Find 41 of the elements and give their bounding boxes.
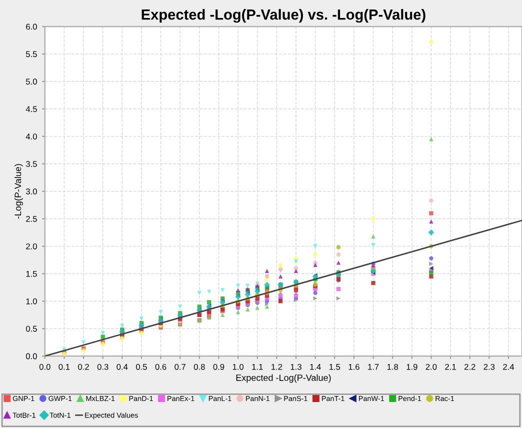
x-tick-label: 1.0 <box>232 364 244 370</box>
x-tick-label: 1.9 <box>406 364 418 370</box>
y-tick-label: 3.0 <box>26 188 37 194</box>
x-tick-label: 1.1 <box>252 364 263 370</box>
y-tick-label: 0.0 <box>26 353 37 360</box>
y-axis-title: -Log(P-Value) <box>14 164 23 219</box>
y-tick-label: 6.0 <box>26 24 37 30</box>
x-tick-label: 1.5 <box>329 364 340 370</box>
chart-title: Expected -Log(P-Value) vs. -Log(P-Value) <box>142 9 426 23</box>
x-tick-label: 2.2 <box>464 364 476 370</box>
y-tick-label: 4.0 <box>26 134 37 140</box>
x-tick-label: 1.7 <box>368 364 379 370</box>
x-axis-title: Expected -Log(P-Value) <box>236 374 331 383</box>
x-tick-label: 2.1 <box>445 364 456 370</box>
x-tick-label: 0.0 <box>39 364 50 370</box>
x-tick-label: 0.3 <box>97 364 108 370</box>
y-tick-label: 5.0 <box>26 78 37 85</box>
x-tick-label: 0.1 <box>58 364 70 370</box>
x-tick-label: 1.8 <box>387 364 398 370</box>
y-tick-label: 1.0 <box>26 298 37 304</box>
y-tick-label: 3.5 <box>26 161 37 167</box>
x-tick-label: 2.3 <box>484 364 495 370</box>
x-tick-label: 1.3 <box>290 364 302 370</box>
x-tick-label: 1.2 <box>272 364 282 370</box>
x-tick-label: 0.7 <box>174 364 186 370</box>
y-tick-label: 2.5 <box>26 216 37 222</box>
y-tick-label: 2.0 <box>26 243 37 250</box>
y-tick-label: 5.5 <box>26 51 37 58</box>
x-tick-label: 2.0 <box>426 364 437 370</box>
x-tick-label: 0.8 <box>194 364 205 370</box>
x-tick-label: 0.4 <box>116 364 128 370</box>
y-tick-label: 1.5 <box>26 270 37 277</box>
y-tick-label: 4.5 <box>26 106 37 112</box>
x-tick-label: 0.9 <box>213 364 224 370</box>
x-tick-label: 0.5 <box>136 364 147 370</box>
x-tick-label: 1.6 <box>348 364 360 370</box>
x-tick-label: 0.6 <box>155 364 166 370</box>
x-tick-label: 0.2 <box>78 364 89 370</box>
x-tick-label: 2.4 <box>503 364 514 370</box>
x-tick-label: 1.4 <box>310 364 321 370</box>
y-tick-label: 0.5 <box>26 326 37 332</box>
